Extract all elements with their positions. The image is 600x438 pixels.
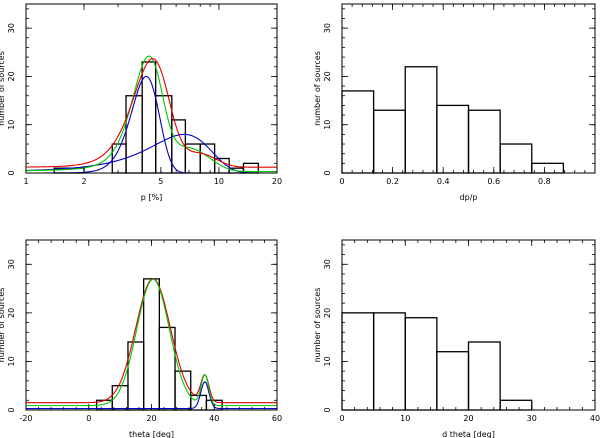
- histogram-bar: [404, 317, 438, 411]
- y-axis-label: number of sources: [313, 288, 322, 363]
- fit-curve: [26, 55, 277, 173]
- y-tick-label: 0: [323, 170, 332, 175]
- histogram-bar: [499, 143, 533, 174]
- histogram-bar: [199, 143, 216, 174]
- x-tick-label: 30: [527, 414, 537, 423]
- y-axis-label: number of sources: [0, 288, 6, 363]
- x-tick-label: 0.4: [437, 177, 450, 186]
- histogram-bar: [125, 95, 143, 174]
- fit-curves: [26, 55, 277, 173]
- x-axis-label: p [%]: [141, 193, 162, 202]
- x-tick-label: 10: [214, 177, 224, 186]
- y-tick-label: 10: [323, 120, 332, 130]
- histogram-bar: [467, 109, 501, 174]
- y-tick-label: 20: [7, 308, 16, 318]
- x-tick-label: -20: [19, 414, 32, 423]
- fit-curve: [26, 278, 277, 404]
- x-tick-label: 0: [339, 177, 344, 186]
- x-tick-label: 20: [463, 414, 473, 423]
- y-tick-label: 30: [323, 259, 332, 269]
- x-tick-label: 0.8: [538, 177, 551, 186]
- x-tick-label: 20: [272, 177, 282, 186]
- chart-panel-4: 0 10 20 30 40 0 10 20 30 d theta [deg] number of s…: [313, 239, 600, 438]
- x-tick-label: 5: [158, 177, 163, 186]
- fit-curves: [26, 278, 277, 410]
- x-tick-label: 0: [86, 414, 91, 423]
- y-tick-label: 20: [7, 71, 16, 81]
- chart-panel-2: 0 0.2 0.4 0.6 0.8 0 10 20 30 dp/p number of source…: [313, 3, 596, 202]
- x-tick-label: 10: [400, 414, 410, 423]
- chart-panel-1: 1 2 5 10 20 0 10 20 30 p [%] number of sources: [0, 3, 282, 202]
- x-tick-label: 20: [146, 414, 156, 423]
- x-tick-label: 40: [590, 414, 600, 423]
- y-axis-label: number of sources: [0, 51, 6, 126]
- histogram-bar: [372, 312, 406, 411]
- y-tick-label: 30: [323, 23, 332, 33]
- histogram-bar: [404, 66, 438, 174]
- x-axis-label: d theta [deg]: [442, 430, 495, 438]
- fit-curve: [26, 75, 277, 173]
- y-axis-label: number of sources: [313, 51, 322, 126]
- x-axis-label: dp/p: [460, 193, 478, 202]
- y-tick-label: 10: [7, 356, 16, 366]
- y-tick-label: 30: [7, 259, 16, 269]
- y-tick-label: 0: [7, 407, 16, 412]
- y-tick-label: 0: [323, 407, 332, 412]
- histogram-bar: [436, 351, 470, 411]
- x-tick-label: 2: [82, 177, 87, 186]
- histogram-bar: [341, 90, 375, 174]
- x-tick-label: 60: [272, 414, 282, 423]
- x-tick-label: 40: [209, 414, 219, 423]
- x-tick-label: 0: [339, 414, 344, 423]
- y-tick-label: 10: [7, 120, 16, 130]
- y-tick-label: 20: [323, 308, 332, 318]
- y-tick-label: 30: [7, 23, 16, 33]
- plot-frame: [25, 3, 278, 174]
- plot-frame: [25, 239, 278, 411]
- y-tick-label: 10: [323, 356, 332, 366]
- x-tick-label: 1: [23, 177, 28, 186]
- x-tick-label: 0.6: [487, 177, 500, 186]
- y-tick-label: 20: [323, 71, 332, 81]
- histogram-bar: [499, 399, 533, 411]
- fit-curve: [26, 58, 277, 168]
- plot-frame: [341, 3, 596, 174]
- histogram-bar: [372, 109, 406, 174]
- histogram-bar: [467, 341, 501, 411]
- histogram-bar: [174, 370, 192, 411]
- x-axis-label: theta [deg]: [129, 430, 174, 438]
- y-tick-label: 0: [7, 170, 16, 175]
- histogram-bar: [531, 162, 565, 174]
- x-tick-label: 0.2: [386, 177, 399, 186]
- fit-curve: [26, 278, 277, 407]
- histogram-bar: [143, 278, 160, 411]
- histogram-bar: [436, 104, 470, 174]
